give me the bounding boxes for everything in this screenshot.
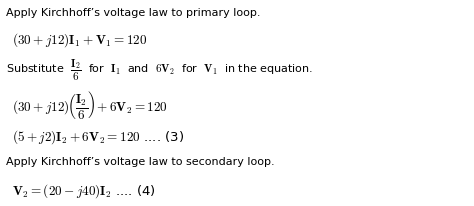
- Text: $(5+j2)\mathbf{I}_2+6\mathbf{V}_2=120$ .... (3): $(5+j2)\mathbf{I}_2+6\mathbf{V}_2=120$ .…: [12, 127, 184, 145]
- Text: Apply Kirchhoff’s voltage law to secondary loop.: Apply Kirchhoff’s voltage law to seconda…: [6, 157, 274, 167]
- Text: Apply Kirchhoff’s voltage law to primary loop.: Apply Kirchhoff’s voltage law to primary…: [6, 8, 260, 18]
- Text: $(30+j12)\mathbf{I}_1+\mathbf{V}_1=120$: $(30+j12)\mathbf{I}_1+\mathbf{V}_1=120$: [12, 31, 147, 49]
- Text: $(30+j12)\!\left(\dfrac{\mathbf{I}_2}{6}\right)\!+6\mathbf{V}_2=120$: $(30+j12)\!\left(\dfrac{\mathbf{I}_2}{6}…: [12, 90, 168, 121]
- Text: $\mathbf{V}_2=(20-j40)\mathbf{I}_2$ .... (4): $\mathbf{V}_2=(20-j40)\mathbf{I}_2$ ....…: [12, 182, 156, 199]
- Text: Substitute  $\dfrac{\mathbf{I}_2}{6}$  for  $\mathbf{I}_1$  and  $6\mathbf{V}_2$: Substitute $\dfrac{\mathbf{I}_2}{6}$ for…: [6, 57, 313, 83]
